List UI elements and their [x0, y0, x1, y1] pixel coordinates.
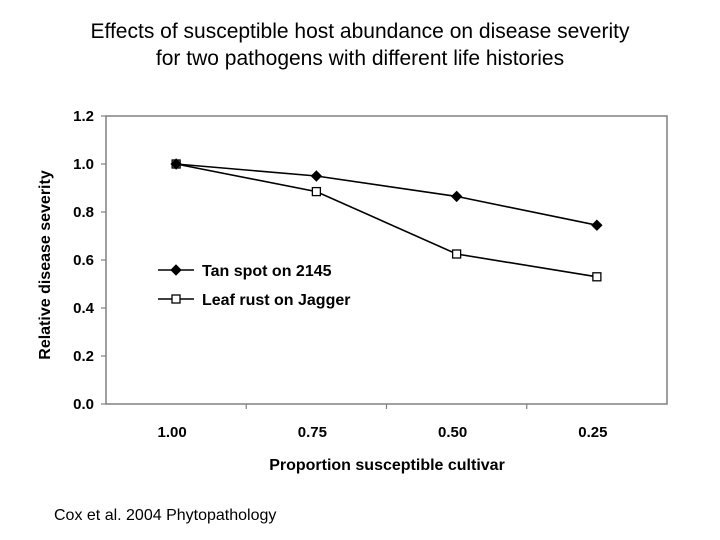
series-layer — [170, 158, 603, 282]
legend-marker — [171, 294, 181, 304]
y-tick-label: 0.0 — [73, 396, 94, 413]
y-tick-label: 1.2 — [73, 108, 94, 125]
x-axis-title: Proportion susceptible cultivar — [269, 457, 505, 474]
data-point — [451, 249, 462, 259]
data-point — [591, 219, 603, 231]
data-point — [592, 272, 602, 282]
x-tick-label: 1.00 — [158, 424, 187, 441]
legend-marker — [170, 264, 182, 276]
y-tick-label: 0.6 — [73, 252, 94, 269]
legend-label: Tan spot on 2145 — [202, 263, 332, 280]
chart-title: Effects of susceptible host abundance on… — [0, 18, 720, 72]
data-point — [450, 190, 463, 203]
citation: Cox et al. 2004 Phytopathology — [54, 507, 277, 524]
y-tick-label: 0.4 — [73, 300, 95, 317]
legend-label: Leaf rust on Jagger — [202, 292, 350, 309]
y-axis: 0.0 0.2 0.4 0.6 0.8 1.0 1.2 — [73, 108, 106, 413]
legend: Tan spot on 2145 Leaf rust on Jagger — [158, 263, 350, 309]
plot-area-frame — [105, 115, 668, 405]
x-tick-label: 0.50 — [438, 424, 467, 441]
y-tick-label: 0.2 — [73, 348, 94, 365]
chart-title-line-1: Effects of susceptible host abundance on… — [90, 20, 630, 43]
series-line — [176, 163, 598, 226]
data-point — [310, 170, 323, 182]
data-point — [170, 158, 182, 170]
x-tick-label: 0.75 — [298, 424, 327, 441]
y-axis-title: Relative disease severity — [37, 170, 54, 360]
data-point — [311, 186, 322, 197]
x-tick-label: 0.25 — [578, 424, 607, 441]
y-tick-label: 1.0 — [73, 156, 94, 173]
x-axis: 1.00 0.75 0.50 0.25 — [158, 404, 607, 441]
series-line — [175, 163, 598, 278]
chart-title-line-2: for two pathogens with different life hi… — [155, 47, 565, 70]
y-tick-label: 0.8 — [73, 204, 94, 221]
